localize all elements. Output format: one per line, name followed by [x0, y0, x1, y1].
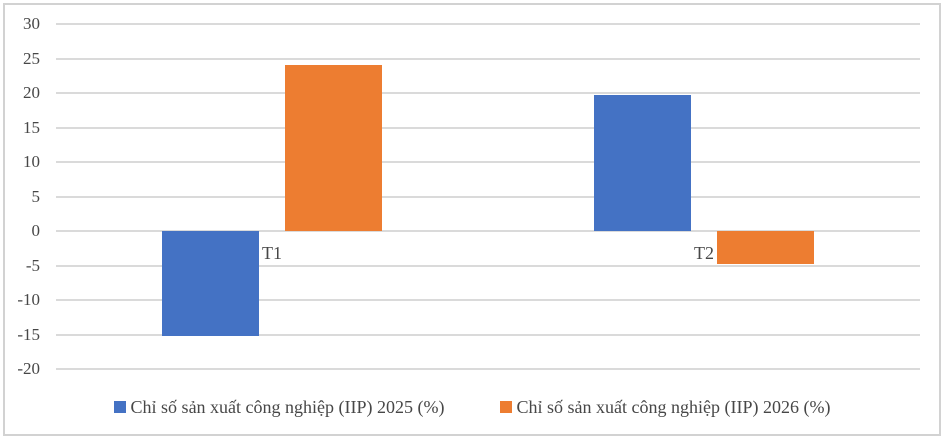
legend-label: Chỉ số sản xuất công nghiệp (IIP) 2026 (…	[516, 397, 831, 417]
y-tick-label-20: 20	[23, 83, 40, 102]
bar-t2-series1	[594, 95, 691, 231]
y-tick-label--10: -10	[17, 290, 40, 309]
gridline-5	[56, 195, 920, 198]
gridline-30	[56, 23, 920, 25]
y-tick-label--20: -20	[17, 359, 40, 378]
y-tick-label-15: 15	[23, 117, 40, 137]
chart-frame-border	[3, 3, 941, 436]
bar-t1-series2	[285, 64, 382, 231]
plot-area: T1 T2	[56, 0, 920, 439]
legend-label: Chỉ số sản xuất công nghiệp (IIP) 2025 (…	[130, 397, 445, 417]
gridline-10	[56, 161, 920, 163]
y-tick-label-25: 25	[23, 48, 40, 68]
category-label-t2: T2	[694, 243, 714, 263]
gridline-25	[56, 57, 920, 60]
bar-t2-series2	[717, 231, 814, 265]
legend: Chỉ số sản xuất công nghiệp (IIP) 2025 (…	[0, 396, 944, 418]
y-axis: 30 25 20 15 10 5 0 -5 -10 -15 -20	[0, 0, 42, 439]
y-tick-label-30: 30	[23, 14, 40, 33]
gridline--5	[56, 264, 920, 267]
y-tick-label-0: 0	[31, 221, 41, 240]
y-tick-label-10: 10	[23, 152, 40, 171]
legend-swatch-icon	[499, 401, 512, 413]
y-tick-label-5: 5	[31, 186, 41, 206]
gridline--15	[56, 333, 920, 336]
legend-swatch-icon	[113, 401, 126, 413]
gridline--10	[56, 299, 920, 301]
gridline-0	[56, 230, 920, 232]
y-tick-label--5: -5	[25, 255, 40, 275]
legend-item-series1: Chỉ số sản xuất công nghiệp (IIP) 2025 (…	[113, 396, 445, 418]
y-tick-label--15: -15	[17, 324, 40, 344]
category-label-t1: T1	[262, 243, 282, 263]
gridline-20	[56, 92, 920, 94]
bar-t1-series1	[162, 231, 259, 336]
gridline-15	[56, 126, 920, 129]
legend-item-series2: Chỉ số sản xuất công nghiệp (IIP) 2026 (…	[499, 396, 831, 418]
gridline--20	[56, 368, 920, 370]
